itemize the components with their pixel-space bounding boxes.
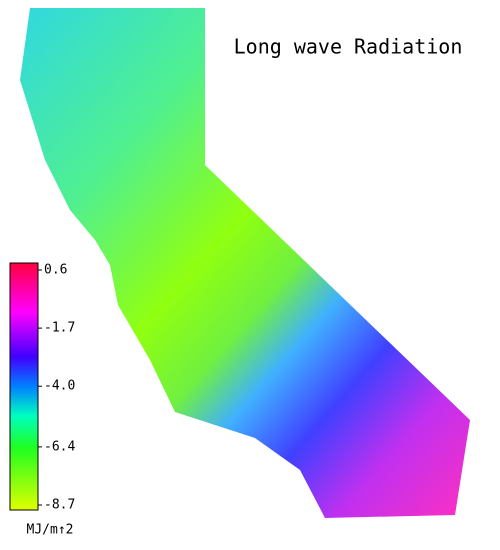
california-map xyxy=(20,8,470,518)
colorbar-tick-label: 0.6 xyxy=(44,263,67,278)
map-title: Long wave Radiation xyxy=(234,35,463,59)
colorbar-tick-label: -4.0 xyxy=(44,379,75,394)
colorbar-tick-label: -8.7 xyxy=(44,498,75,513)
colorbar-unit: MJ/m↑2 xyxy=(27,523,74,538)
colorbar-tick-label: -1.7 xyxy=(44,321,75,336)
colorbar-tick-label: -6.4 xyxy=(44,439,75,454)
colorbar xyxy=(9,262,39,511)
